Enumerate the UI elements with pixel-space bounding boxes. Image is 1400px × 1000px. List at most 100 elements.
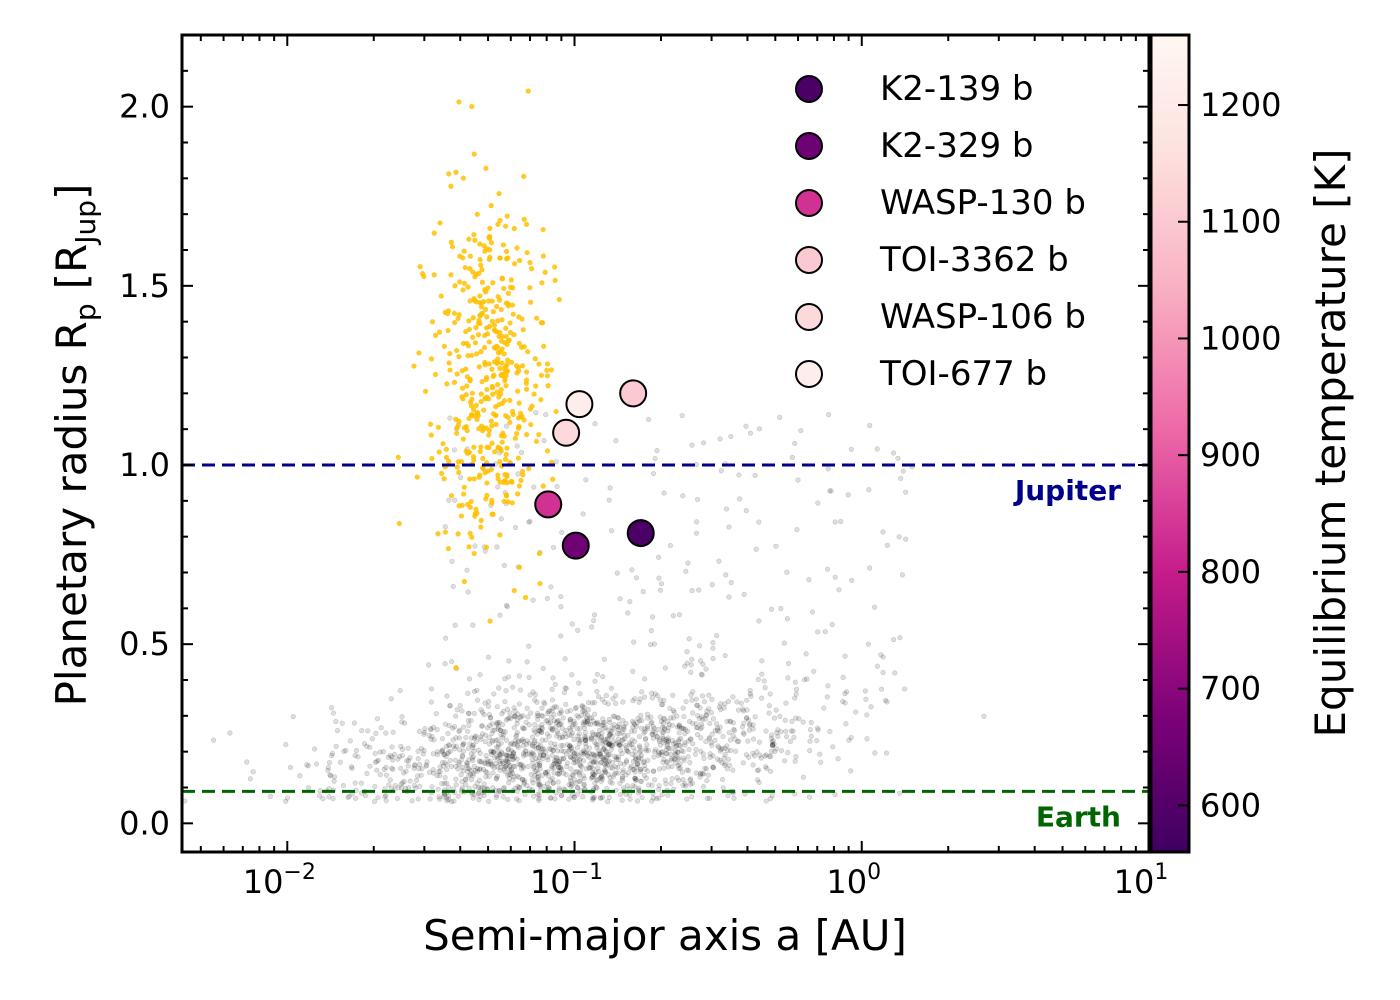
population-point (621, 726, 627, 733)
population-point (662, 665, 668, 671)
population-point (461, 740, 467, 746)
hot-jupiter-point (478, 262, 484, 268)
population-point (558, 633, 564, 639)
population-point (483, 732, 489, 738)
population-point (328, 773, 334, 779)
hot-jupiter-point (479, 267, 485, 273)
hot-jupiter-point (465, 501, 471, 508)
population-point (685, 728, 691, 734)
population-point (534, 731, 540, 737)
population-point (747, 721, 753, 727)
population-point (677, 765, 683, 771)
population-point (460, 768, 466, 774)
population-point (730, 694, 736, 700)
population-point (423, 763, 429, 769)
population-point (818, 759, 824, 765)
y-axis-label-main: Planetary radius R (47, 321, 96, 706)
hot-jupiter-point (431, 230, 437, 236)
population-point (600, 722, 606, 728)
population-point (670, 613, 676, 619)
population-point (617, 730, 623, 737)
population-point (568, 744, 575, 751)
population-point (722, 761, 728, 767)
population-point (896, 534, 902, 540)
population-point (701, 755, 707, 762)
population-point (576, 772, 582, 778)
population-point (367, 763, 373, 769)
population-point (688, 692, 694, 698)
population-point (725, 756, 732, 762)
hot-jupiter-point (484, 314, 490, 320)
population-point (650, 768, 657, 774)
population-point (616, 721, 622, 727)
population-point (594, 777, 600, 783)
population-point (497, 758, 503, 765)
population-point (768, 735, 775, 741)
population-point (615, 715, 621, 721)
population-point (407, 778, 413, 784)
population-point (768, 768, 774, 774)
population-point (572, 721, 578, 727)
population-point (521, 753, 527, 759)
population-point (544, 754, 551, 760)
population-point (580, 794, 586, 800)
population-point (649, 614, 656, 620)
population-point (806, 794, 813, 800)
population-point (404, 758, 410, 764)
hot-jupiter-point (533, 383, 539, 389)
population-point (553, 755, 559, 761)
population-point (474, 697, 481, 703)
population-point (365, 728, 371, 734)
population-point (864, 736, 870, 742)
hot-jupiter-point (495, 221, 501, 227)
population-point (609, 725, 615, 731)
hot-jupiter-point (447, 351, 453, 357)
population-point (723, 506, 730, 512)
hot-jupiter-point (454, 347, 460, 354)
population-point (501, 784, 507, 791)
population-point (529, 741, 536, 747)
hot-jupiter-point (486, 361, 492, 367)
hot-jupiter-point (489, 385, 496, 391)
population-point (535, 745, 542, 751)
population-point (502, 698, 508, 705)
population-point (694, 702, 701, 708)
population-point (746, 717, 752, 723)
population-point (653, 795, 660, 802)
population-point (503, 717, 509, 723)
population-point (766, 703, 772, 709)
population-point (558, 793, 565, 799)
population-point (597, 737, 604, 743)
population-point (506, 764, 513, 770)
population-point (377, 749, 383, 755)
population-point (442, 760, 448, 766)
population-point (496, 741, 502, 747)
hot-jupiter-point (509, 479, 515, 485)
population-point (682, 731, 688, 737)
population-point (607, 731, 613, 738)
population-point (530, 793, 537, 799)
population-point (497, 767, 504, 773)
population-point (582, 737, 589, 743)
population-point (485, 703, 492, 710)
population-point (648, 690, 655, 696)
population-point (610, 774, 616, 780)
population-point (525, 763, 531, 770)
population-point (667, 542, 673, 549)
population-point (453, 763, 459, 769)
population-point (437, 764, 443, 770)
population-point (630, 766, 636, 773)
population-point (600, 754, 606, 761)
hot-jupiter-point (541, 343, 547, 349)
population-point (545, 757, 551, 763)
population-point (880, 654, 886, 660)
hot-jupiter-point (508, 359, 515, 365)
hot-jupiter-point (505, 301, 511, 307)
population-point (774, 730, 780, 736)
population-point (741, 731, 747, 737)
hot-jupiter-point (477, 448, 483, 455)
population-point (434, 772, 440, 779)
population-point (421, 747, 427, 754)
population-point (600, 794, 606, 800)
population-point (480, 766, 487, 773)
